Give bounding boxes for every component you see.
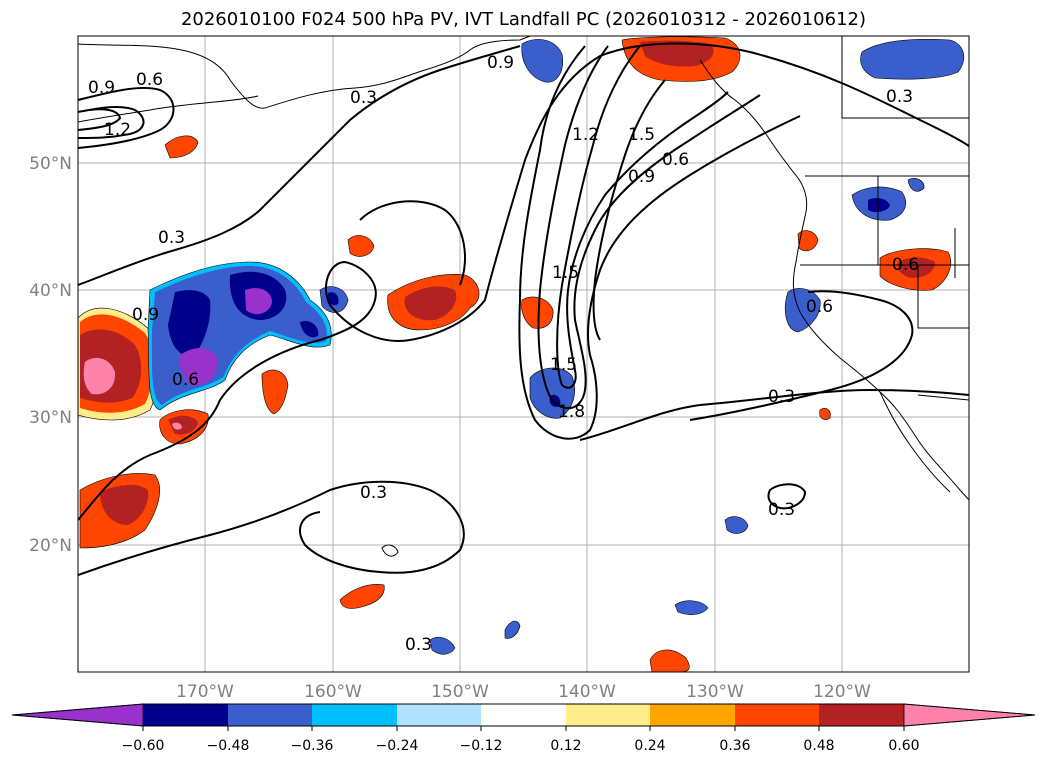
shade-negative-north [521,39,563,83]
shade-positive-nw [164,135,199,159]
pv-contour-labels: 0.9 0.6 1.2 0.3 0.3 0.9 1.2 1.5 0.9 0.6 … [88,53,919,655]
colorbar-segment [312,704,397,726]
map-title: 2026010100 F024 500 hPa PV, IVT Landfall… [180,9,867,30]
pv-label: 0.3 [768,500,795,520]
pv-contour-small-se [767,483,807,510]
colorbar-segment [903,703,1036,727]
colorbar-tick-label: 0.48 [803,738,834,754]
shade-positive-160w [347,235,375,257]
pv-contour-main-outer [78,42,969,521]
colorbar-tick-label: −0.48 [207,738,250,754]
pv-label: 0.3 [350,88,377,108]
colorbar-tick-label: −0.24 [376,738,419,754]
map-frame [77,35,970,673]
pv-contour-jet-4 [592,79,666,341]
pv-label: 0.3 [405,635,432,655]
pv-label: 0.3 [768,387,795,407]
shade-negative-south [429,636,456,655]
pv-label: 1.8 [558,402,585,422]
lat-label: 40°N [29,281,72,301]
pv-label: 1.2 [572,125,599,145]
colorbar-tick-label: −0.12 [460,738,503,754]
colorbar-segment [650,704,735,726]
colorbar-segment [481,704,566,726]
pv-contours [78,42,969,576]
pv-label: 0.6 [136,70,163,90]
pv-label: 0.9 [132,305,159,325]
border-states-2 [917,265,969,329]
colorbar-segment [228,704,312,726]
shade-negative-east [785,288,821,333]
pv-label: 0.3 [158,228,185,248]
pv-contour-nw-4 [78,45,521,286]
pv-label: 1.2 [104,120,131,140]
colorbar-segment [735,704,819,726]
colorbar-segment [819,704,904,726]
pv-contour-nw-2 [78,105,145,139]
lon-label: 140°W [558,682,616,702]
colorbar-segment [143,704,228,726]
pv-label: 0.9 [628,167,655,187]
shade-negative-ne [860,39,965,80]
shade-positive-162w [261,369,289,415]
pv-contour-nw-3 [78,108,122,131]
colorbar-segment [11,703,144,727]
pv-label: 0.9 [487,53,514,73]
pv-contour-nw-1 [78,86,175,149]
colorbar-segment [397,704,481,726]
longitude-labels: 170°W 160°W 150°W 140°W 130°W 120°W [176,682,871,702]
coast-baja [879,391,951,493]
colorbar-tick-label: 0.12 [550,738,581,754]
lon-label: 170°W [176,682,234,702]
pv-label: 0.3 [360,483,387,503]
coast-bc [699,59,808,213]
colorbar-tick-label: 0.24 [634,738,665,754]
shade-negative-30n [529,367,575,419]
ivt-shading [78,36,965,672]
coast-us-west [792,211,969,501]
pv-contour-gulf [359,200,466,286]
shade-positive-south [339,584,385,609]
colorbar-tick-label: −0.36 [291,738,334,754]
colorbar-ticks [142,726,905,731]
pv-label: 1.5 [628,125,655,145]
lat-label: 30°N [29,408,72,428]
coast-aleutians [78,95,259,123]
coast-alaska [78,36,531,109]
lat-label: 50°N [29,154,72,174]
pv-contour-east-1 [579,388,969,441]
pv-label: 0.6 [662,150,689,170]
lat-label: 20°N [29,536,72,556]
pv-label: 0.6 [806,297,833,317]
pv-label: 0.6 [172,370,199,390]
pv-contour-jet-3 [556,45,729,389]
border-us-mexico [917,394,969,401]
colorbar-tick-label: 0.60 [888,738,919,754]
pv-contour-east-2 [689,290,914,421]
map-content [78,36,969,672]
colorbar: −0.60 −0.48 −0.36 −0.24 −0.12 0.12 0.24 … [11,703,1036,754]
lon-label: 130°W [686,682,744,702]
pv-label: 0.3 [886,87,913,107]
lon-label: 120°W [813,682,871,702]
lon-label: 160°W [304,682,362,702]
pv-label: 0.9 [88,78,115,98]
coastlines [78,36,969,557]
pv-contour-jet-1 [518,45,801,440]
colorbar-tick-label: −0.60 [122,738,165,754]
lon-label: 150°W [431,682,489,702]
hawaii [381,544,399,557]
border-states-3 [841,36,969,119]
pv-label: 1.5 [550,355,577,375]
pv-contour-south [78,480,465,576]
latitude-labels: 50°N 40°N 30°N 20°N [29,154,72,556]
pv-contour-jet-2 [537,45,761,410]
pv-label: 0.6 [892,255,919,275]
colorbar-tick-label: 0.36 [719,738,750,754]
colorbar-segment [566,704,650,726]
pv-label: 1.5 [552,263,579,283]
